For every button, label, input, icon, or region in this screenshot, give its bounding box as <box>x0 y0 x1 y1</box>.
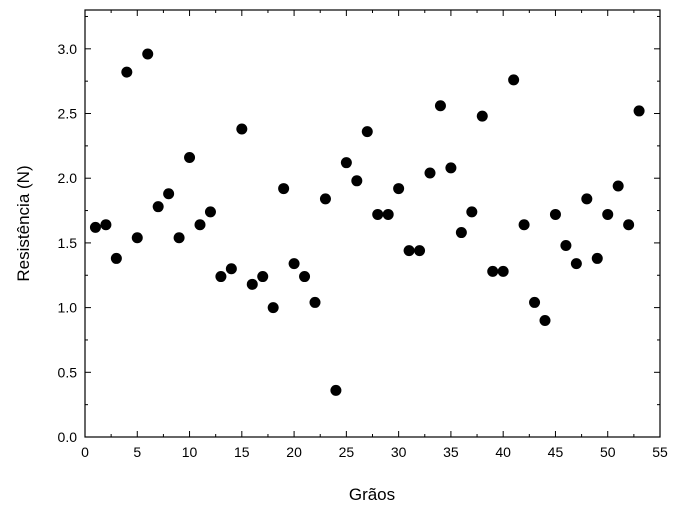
data-point <box>320 193 331 204</box>
y-tick-label: 0.0 <box>58 429 78 445</box>
data-point <box>121 67 132 78</box>
data-point <box>153 201 164 212</box>
data-point <box>445 162 456 173</box>
data-point <box>289 258 300 269</box>
x-tick-label: 45 <box>548 444 564 460</box>
data-point <box>540 315 551 326</box>
data-point <box>602 209 613 220</box>
data-point <box>215 271 226 282</box>
data-point <box>613 180 624 191</box>
data-point <box>184 152 195 163</box>
data-point <box>330 385 341 396</box>
y-tick-label: 3.0 <box>58 41 78 57</box>
data-point <box>508 74 519 85</box>
x-tick-label: 5 <box>133 444 141 460</box>
data-point <box>205 206 216 217</box>
y-tick-label: 1.0 <box>58 300 78 316</box>
data-point <box>163 188 174 199</box>
data-point <box>341 157 352 168</box>
x-tick-label: 15 <box>234 444 250 460</box>
data-point <box>623 219 634 230</box>
data-point <box>498 266 509 277</box>
data-point <box>132 232 143 243</box>
x-tick-label: 10 <box>182 444 198 460</box>
data-point <box>383 209 394 220</box>
data-point <box>372 209 383 220</box>
x-tick-label: 50 <box>600 444 616 460</box>
data-point <box>236 124 247 135</box>
data-point <box>560 240 571 251</box>
data-point <box>477 111 488 122</box>
data-point <box>519 219 530 230</box>
y-tick-label: 1.5 <box>58 235 78 251</box>
data-point <box>456 227 467 238</box>
y-tick-label: 2.0 <box>58 170 78 186</box>
data-point <box>100 219 111 230</box>
x-tick-label: 30 <box>391 444 407 460</box>
data-point <box>581 193 592 204</box>
data-point <box>425 168 436 179</box>
data-point <box>111 253 122 264</box>
data-point <box>142 48 153 59</box>
y-tick-label: 2.5 <box>58 106 78 122</box>
data-point <box>174 232 185 243</box>
data-point <box>310 297 321 308</box>
data-point <box>195 219 206 230</box>
x-tick-label: 25 <box>339 444 355 460</box>
data-point <box>404 245 415 256</box>
data-point <box>435 100 446 111</box>
data-point <box>299 271 310 282</box>
data-point <box>550 209 561 220</box>
data-point <box>351 175 362 186</box>
data-point <box>247 279 258 290</box>
data-point <box>278 183 289 194</box>
data-point <box>90 222 101 233</box>
data-point <box>268 302 279 313</box>
data-point <box>487 266 498 277</box>
y-tick-label: 0.5 <box>58 364 78 380</box>
x-tick-label: 35 <box>443 444 459 460</box>
data-point <box>226 263 237 274</box>
data-point <box>257 271 268 282</box>
x-tick-label: 55 <box>652 444 668 460</box>
y-axis-title: Resistência (N) <box>14 165 33 281</box>
data-point <box>529 297 540 308</box>
x-tick-label: 40 <box>495 444 511 460</box>
data-point <box>362 126 373 137</box>
data-point <box>634 105 645 116</box>
x-axis-title: Grãos <box>349 485 395 504</box>
data-point <box>571 258 582 269</box>
data-point <box>592 253 603 264</box>
data-point <box>393 183 404 194</box>
data-point <box>466 206 477 217</box>
x-tick-label: 20 <box>286 444 302 460</box>
x-tick-label: 0 <box>81 444 89 460</box>
data-point <box>414 245 425 256</box>
